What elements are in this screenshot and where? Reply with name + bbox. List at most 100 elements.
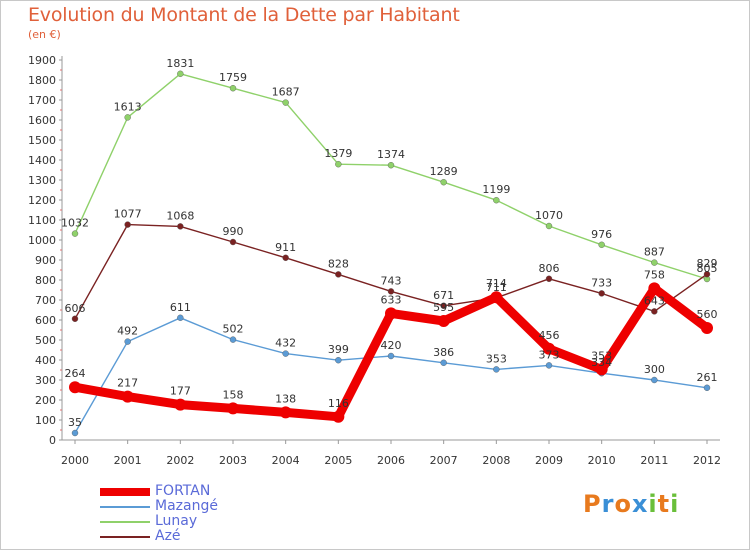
data-point-fortan (385, 307, 397, 320)
data-label-lunay: 1070 (535, 209, 563, 222)
data-point-mazang- (493, 366, 500, 373)
data-labels-layer: 35 492 611 502 432 399 420 386 353 373 334 300 261 10… (61, 57, 718, 429)
data-label-mazang-: 334 (591, 356, 612, 369)
data-label-fortan: 758 (644, 268, 665, 281)
data-label-fortan: 158 (223, 388, 244, 401)
proxiti-logo: Proxiti (583, 490, 679, 518)
y-tick-label: 500 (35, 334, 56, 347)
data-label-fortan: 116 (328, 397, 349, 410)
legend-item-mazang-: Mazangé (100, 498, 360, 514)
data-label-az-: 671 (433, 289, 454, 302)
y-tick-label: 1700 (28, 94, 56, 107)
data-label-lunay: 1032 (61, 217, 89, 230)
data-label-lunay: 1199 (482, 183, 510, 196)
logo-letter: r (601, 490, 615, 518)
data-point-mazang- (651, 376, 658, 384)
data-point-fortan (437, 315, 450, 327)
legend-item-lunay: Lunay (100, 513, 360, 529)
y-tick-label: 700 (35, 294, 56, 307)
data-point-fortan (595, 363, 608, 376)
data-label-fortan: 264 (65, 367, 86, 380)
data-point-lunay (71, 230, 79, 237)
data-point-mazang- (71, 429, 79, 437)
data-label-mazang-: 386 (433, 346, 454, 359)
legend-label: Lunay (155, 513, 198, 529)
data-label-fortan: 714 (486, 277, 507, 290)
data-point-fortan (69, 381, 81, 394)
data-point-az- (545, 275, 553, 282)
data-label-mazang-: 492 (117, 325, 138, 338)
x-tick-label: 2000 (61, 454, 89, 467)
data-point-mazang- (545, 362, 553, 369)
x-tick-label: 2003 (219, 454, 247, 467)
y-tick-label: 600 (35, 314, 56, 327)
data-label-mazang-: 261 (697, 371, 718, 384)
chart-unit-label: (en €) (28, 28, 61, 41)
data-label-az-: 911 (275, 241, 296, 254)
data-point-mazang- (387, 352, 395, 360)
series-line-mazang- (74, 317, 708, 434)
y-tick-label: 1100 (28, 214, 56, 227)
y-tick-label: 1200 (28, 194, 56, 207)
data-label-az-: 806 (539, 262, 560, 275)
x-tick-label: 2010 (588, 454, 616, 467)
data-label-lunay: 1831 (166, 57, 194, 70)
data-point-mazang- (703, 384, 711, 391)
data-label-fortan: 560 (697, 308, 718, 321)
data-label-az-: 1068 (166, 209, 194, 222)
data-label-az-: 711 (486, 281, 507, 294)
data-label-az-: 829 (697, 257, 718, 270)
chart-axes: 0 100 200 300 400 500 600 700 800 900 1000 1100 1200… (28, 54, 721, 467)
data-point-mazang- (282, 350, 289, 357)
data-label-lunay: 805 (697, 262, 718, 275)
series-line-lunay (74, 73, 708, 280)
data-label-mazang-: 420 (381, 339, 402, 352)
legend-swatch (100, 536, 150, 538)
data-label-az-: 1077 (114, 208, 142, 221)
series-layer (69, 70, 713, 437)
legend-label: Azé (155, 528, 181, 544)
data-label-lunay: 887 (644, 246, 665, 259)
data-point-az- (651, 308, 658, 315)
logo-letter: P (583, 490, 602, 518)
y-tick-label: 900 (35, 254, 56, 267)
x-tick-label: 2009 (535, 454, 563, 467)
data-point-mazang- (440, 359, 447, 366)
data-point-fortan (121, 390, 134, 403)
data-label-fortan: 595 (433, 301, 454, 314)
x-tick-label: 2004 (272, 454, 300, 467)
y-tick-label: 100 (35, 414, 56, 427)
legend: FORTAN Mazangé Lunay Azé (100, 483, 360, 544)
x-tick-label: 2001 (114, 454, 142, 467)
logo-letter: i (648, 490, 658, 518)
data-point-lunay (335, 160, 342, 168)
data-point-fortan (543, 342, 555, 355)
data-point-fortan (701, 322, 713, 334)
data-point-lunay (229, 84, 237, 92)
data-point-fortan (174, 398, 187, 411)
data-label-lunay: 1613 (114, 100, 142, 113)
data-point-mazang- (229, 336, 237, 343)
logo-letter: t (657, 490, 671, 518)
data-label-mazang-: 611 (170, 301, 191, 314)
y-tick-label: 800 (35, 274, 56, 287)
data-label-mazang-: 432 (275, 337, 296, 350)
data-label-lunay: 976 (591, 228, 612, 241)
data-point-lunay (545, 222, 553, 230)
logo-letter: i (670, 490, 680, 518)
data-point-az- (71, 315, 79, 322)
data-label-fortan: 633 (381, 293, 402, 306)
data-point-az- (177, 223, 184, 230)
x-tick-label: 2011 (640, 454, 668, 467)
legend-label: FORTAN (155, 483, 211, 499)
data-label-fortan: 217 (117, 377, 138, 390)
y-tick-label: 0 (49, 434, 56, 447)
data-label-mazang-: 399 (328, 343, 349, 356)
y-tick-label: 200 (35, 394, 56, 407)
data-point-lunay (440, 178, 447, 186)
y-tick-label: 1000 (28, 234, 56, 247)
data-point-lunay (177, 70, 184, 78)
y-tick-label: 1400 (28, 154, 56, 167)
